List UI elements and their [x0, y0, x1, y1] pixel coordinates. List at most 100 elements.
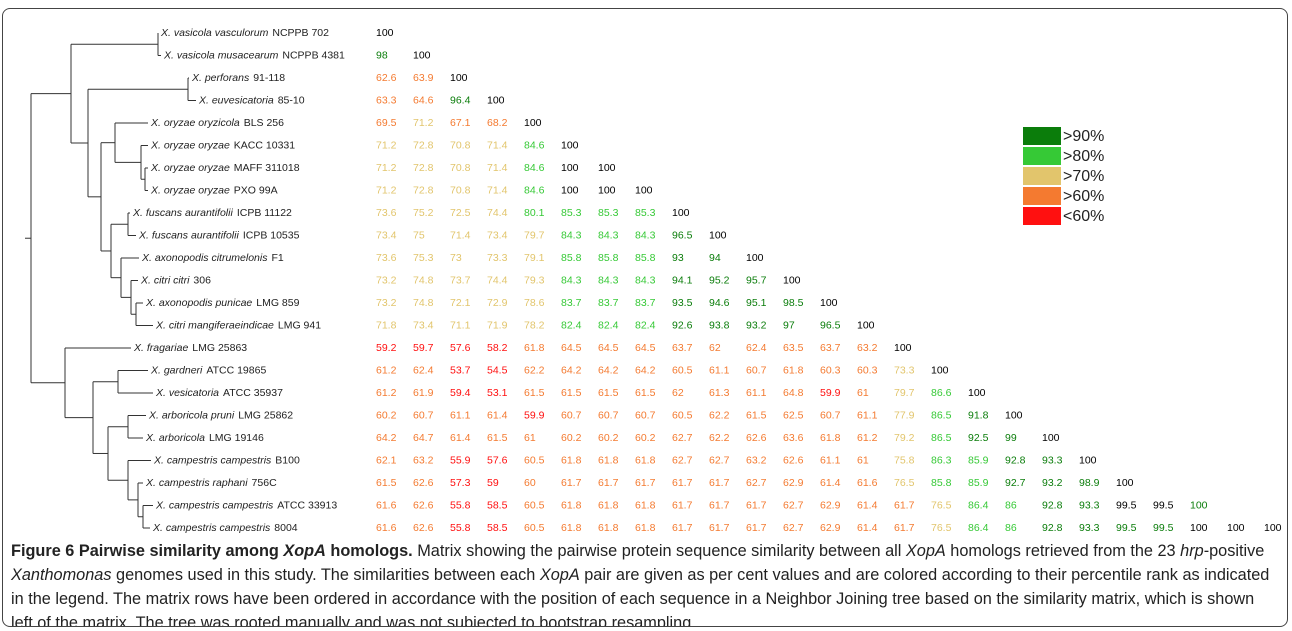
- similarity-value: 61.7: [672, 499, 693, 511]
- similarity-value: 79.1: [524, 252, 545, 264]
- similarity-value: 86: [1005, 522, 1017, 534]
- similarity-value: 62.2: [709, 409, 730, 421]
- similarity-value: 63.2: [857, 342, 878, 354]
- species-name: X. campestris campestris: [155, 499, 274, 511]
- similarity-value: 75.2: [413, 207, 434, 219]
- similarity-value: 61.7: [672, 477, 693, 489]
- similarity-value: 74.8: [413, 297, 434, 309]
- legend-label: >90%: [1063, 128, 1104, 145]
- row-label: X. vesicatoria ATCC 35937: [155, 387, 283, 399]
- similarity-value: 99.5: [1116, 499, 1137, 511]
- similarity-value: 60: [524, 477, 536, 489]
- similarity-value: 61.7: [709, 477, 730, 489]
- row-label: X. campestris campestris B100: [153, 454, 300, 466]
- row-label: X. fuscans aurantifolii ICPB 11122: [132, 207, 292, 219]
- similarity-value: 98.9: [1079, 477, 1100, 489]
- similarity-value: 60.2: [598, 432, 619, 444]
- similarity-value: 61.4: [820, 477, 841, 489]
- similarity-value: 100: [857, 319, 875, 331]
- similarity-value: 55.8: [450, 522, 471, 534]
- similarity-value: 96.5: [820, 319, 841, 331]
- similarity-value: 85.8: [635, 252, 656, 264]
- similarity-value: 97: [783, 319, 795, 331]
- legend-label: <60%: [1063, 208, 1104, 225]
- similarity-value: 100: [487, 94, 505, 106]
- similarity-value: 72.1: [450, 297, 471, 309]
- strain: MAFF 311018: [234, 162, 300, 174]
- similarity-value: 91.8: [968, 409, 989, 421]
- similarity-value: 72.8: [413, 162, 434, 174]
- similarity-value: 61.7: [635, 477, 656, 489]
- similarity-value: 100: [561, 184, 579, 196]
- similarity-value: 68.2: [487, 117, 508, 129]
- similarity-value: 71.4: [487, 184, 508, 196]
- similarity-value: 100: [672, 207, 690, 219]
- similarity-value: 61.7: [746, 499, 767, 511]
- similarity-value: 86.5: [931, 432, 952, 444]
- similarity-value: 53.7: [450, 364, 471, 376]
- similarity-value: 69.5: [376, 117, 397, 129]
- similarity-value: 85.8: [931, 477, 952, 489]
- similarity-value: 84.6: [524, 162, 545, 174]
- similarity-value: 62: [709, 342, 721, 354]
- row-label: X. gardneri ATCC 19865: [150, 364, 266, 376]
- similarity-value: 61.8: [635, 499, 656, 511]
- similarity-value: 100: [1227, 522, 1245, 534]
- strain: LMG 941: [278, 319, 321, 331]
- similarity-value: 61.7: [709, 499, 730, 511]
- similarity-value: 73.4: [413, 319, 434, 331]
- similarity-value: 62.6: [413, 499, 434, 511]
- similarity-value: 60.5: [672, 364, 693, 376]
- similarity-value: 64.2: [561, 364, 582, 376]
- similarity-value: 82.4: [561, 319, 582, 331]
- similarity-value: 61: [857, 387, 869, 399]
- similarity-value: 100: [450, 72, 468, 84]
- similarity-value: 99.5: [1153, 522, 1174, 534]
- row-label: X. axonopodis punicae LMG 859: [145, 297, 300, 309]
- caption-run: genomes used in this study. The similari…: [111, 566, 540, 584]
- similarity-value: 100: [413, 49, 431, 61]
- similarity-value: 63.2: [746, 454, 767, 466]
- similarity-value: 84.6: [524, 139, 545, 151]
- similarity-value: 54.5: [487, 364, 508, 376]
- similarity-value: 61.8: [598, 522, 619, 534]
- similarity-value: 61.9: [413, 387, 434, 399]
- similarity-value: 100: [968, 387, 986, 399]
- similarity-value: 59.4: [450, 387, 471, 399]
- similarity-value: 61.5: [746, 409, 767, 421]
- similarity-value: 63.7: [672, 342, 693, 354]
- legend-swatch: [1023, 187, 1061, 205]
- similarity-value: 58.2: [487, 342, 508, 354]
- species-name: X. euvesicatoria: [198, 94, 274, 106]
- caption-run: -positive: [1203, 542, 1265, 560]
- strain: F1: [271, 252, 283, 264]
- similarity-value: 74.4: [487, 274, 508, 286]
- similarity-value: 61.8: [561, 499, 582, 511]
- strain: LMG 19146: [209, 432, 264, 444]
- legend-label: >60%: [1063, 188, 1104, 205]
- similarity-value: 61.6: [857, 477, 878, 489]
- similarity-value: 64.2: [598, 364, 619, 376]
- similarity-value: 76.5: [931, 522, 952, 534]
- similarity-value: 62.9: [783, 477, 804, 489]
- row-label: X. oryzae oryzae PXO 99A: [150, 184, 278, 196]
- similarity-value: 55.9: [450, 454, 471, 466]
- similarity-value: 71.2: [376, 184, 397, 196]
- similarity-value: 61.1: [709, 364, 730, 376]
- similarity-value: 73.4: [487, 229, 508, 241]
- similarity-value: 95.1: [746, 297, 767, 309]
- similarity-value: 94.6: [709, 297, 730, 309]
- row-label: X. citri mangiferaeindicae LMG 941: [155, 319, 321, 331]
- similarity-value: 62.9: [820, 499, 841, 511]
- similarity-value: 62.2: [524, 364, 545, 376]
- similarity-value: 60.3: [857, 364, 878, 376]
- similarity-value: 61.8: [561, 454, 582, 466]
- species-name: X. fuscans aurantifolii: [132, 207, 233, 219]
- strain: KACC 10331: [234, 139, 295, 151]
- similarity-value: 85.8: [598, 252, 619, 264]
- similarity-value: 72.5: [450, 207, 471, 219]
- similarity-value: 59.9: [524, 409, 545, 421]
- similarity-value: 78.6: [524, 297, 545, 309]
- similarity-value: 70.8: [450, 184, 471, 196]
- similarity-value: 62.9: [820, 522, 841, 534]
